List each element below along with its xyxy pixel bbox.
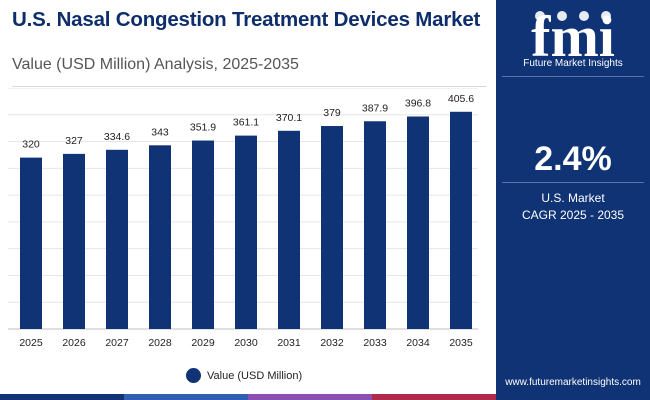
bar-2026 [63, 153, 85, 329]
chart-title: U.S. Nasal Congestion Treatment Devices … [12, 8, 481, 31]
x-tick-label-2032: 2032 [320, 337, 344, 349]
data-label-2028: 343 [151, 126, 169, 138]
bar-2025 [20, 157, 42, 329]
bar-2030 [235, 135, 257, 329]
data-label-2035: 405.6 [448, 93, 474, 105]
bottom-color-bar [0, 394, 496, 400]
x-tick-label-2027: 2027 [105, 337, 129, 349]
data-label-2025: 320 [22, 139, 40, 151]
bar-2029 [192, 140, 214, 329]
bar-2031 [278, 130, 300, 329]
logo-subtitle: Future Market Insights [523, 58, 623, 69]
bar-2032 [321, 126, 343, 329]
x-tick-label-2026: 2026 [62, 337, 86, 349]
bar-2034 [407, 116, 429, 330]
data-label-2032: 379 [323, 107, 341, 119]
panel-divider-top [502, 76, 644, 77]
logo-chart-icon [579, 11, 589, 21]
bar-2035 [450, 111, 472, 329]
bar-2027 [106, 149, 128, 329]
x-tick-label-2029: 2029 [191, 337, 215, 349]
x-tick-label-2035: 2035 [449, 337, 473, 349]
x-tick-label-2034: 2034 [406, 337, 430, 349]
bar-2028 [149, 145, 171, 329]
bottom-bar-segment-1 [0, 394, 124, 400]
data-label-2031: 370.1 [276, 112, 302, 124]
x-tick-label-2025: 2025 [19, 337, 43, 349]
bar-2033 [364, 121, 386, 329]
legend-swatch [186, 368, 201, 383]
data-label-2029: 351.9 [190, 122, 216, 134]
x-tick-label-2028: 2028 [148, 337, 172, 349]
panel-divider-mid [502, 182, 644, 183]
cagr-label-period: CAGR 2025 - 2035 [521, 208, 625, 222]
chart-subtitle: Value (USD Million) Analysis, 2025-2035 [12, 56, 299, 73]
logo-text: fmi [531, 6, 615, 68]
bottom-bar-segment-2 [124, 394, 248, 400]
logo-person-icon [601, 11, 611, 21]
bottom-bar-segment-4 [372, 394, 496, 400]
bar-chart: 320 2025 327 2026 334.6 2027 343 2028 351.9 2029 3… [8, 88, 478, 349]
x-tick-label-2031: 2031 [277, 337, 301, 349]
cagr-value: 2.4% [534, 140, 612, 178]
logo-globe-icon [535, 11, 545, 21]
website-link[interactable]: www.futuremarketinsights.com [505, 377, 641, 388]
chart-legend: Value (USD Million) [186, 368, 302, 383]
data-label-2033: 387.9 [362, 102, 388, 114]
legend-label: Value (USD Million) [207, 369, 303, 382]
title-divider [12, 86, 486, 87]
cagr-label: U.S. Market CAGR 2025 - 2035 [496, 190, 650, 224]
side-panel: fmi Future Market Insights 2.4% U.S. Mar… [496, 0, 650, 400]
x-tick-label-2033: 2033 [363, 337, 387, 349]
data-label-2027: 334.6 [104, 131, 130, 143]
cagr-label-market: U.S. Market [541, 191, 605, 205]
bottom-bar-segment-3 [248, 394, 372, 400]
fmi-logo: fmi [531, 6, 615, 68]
data-label-2030: 361.1 [233, 117, 259, 129]
data-label-2026: 327 [65, 135, 83, 147]
x-tick-label-2030: 2030 [234, 337, 258, 349]
logo-flag-icon [557, 11, 567, 21]
data-label-2034: 396.8 [405, 97, 431, 109]
